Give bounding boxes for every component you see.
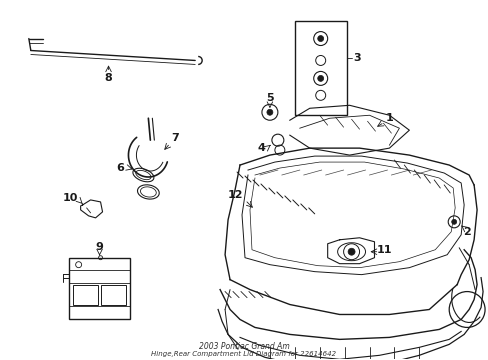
Text: 6: 6 bbox=[116, 163, 124, 173]
Text: 9: 9 bbox=[96, 242, 103, 252]
Text: 4: 4 bbox=[258, 143, 265, 153]
Text: 7: 7 bbox=[171, 133, 179, 143]
Text: 12: 12 bbox=[227, 190, 242, 200]
Text: 5: 5 bbox=[265, 93, 273, 103]
Text: 2: 2 bbox=[462, 227, 470, 237]
Text: 1: 1 bbox=[385, 113, 392, 123]
Circle shape bbox=[317, 36, 323, 41]
Text: 8: 8 bbox=[104, 73, 112, 84]
Text: 11: 11 bbox=[376, 245, 391, 255]
Circle shape bbox=[266, 109, 272, 115]
Text: 2003 Pontiac Grand Am: 2003 Pontiac Grand Am bbox=[198, 342, 289, 351]
Text: Hinge,Rear Compartment Lid Diagram for 22614642: Hinge,Rear Compartment Lid Diagram for 2… bbox=[151, 351, 336, 357]
Circle shape bbox=[317, 75, 323, 81]
Circle shape bbox=[347, 248, 354, 255]
Text: 3: 3 bbox=[353, 54, 361, 63]
Circle shape bbox=[451, 219, 456, 224]
Text: 10: 10 bbox=[63, 193, 78, 203]
